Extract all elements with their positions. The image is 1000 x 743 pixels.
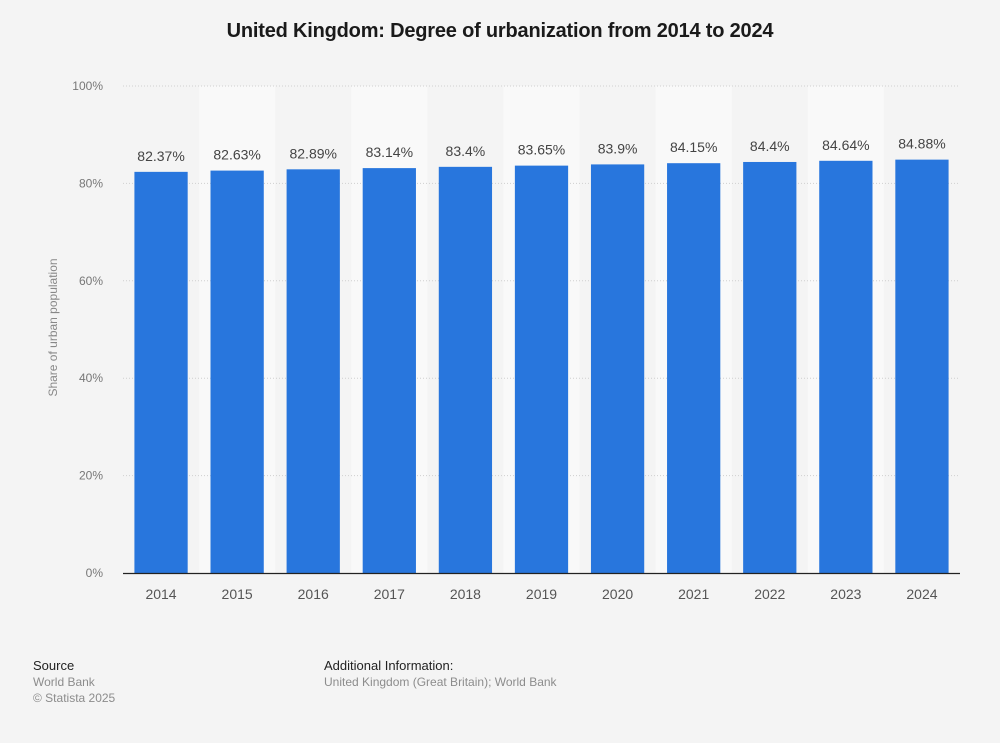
x-tick-label: 2023 xyxy=(830,586,861,602)
x-tick-label: 2024 xyxy=(906,586,937,602)
y-tick-label: 40% xyxy=(79,371,103,385)
y-tick-label: 60% xyxy=(79,274,103,288)
x-tick-label: 2015 xyxy=(222,586,253,602)
data-label: 82.63% xyxy=(213,147,260,163)
x-tick-label: 2019 xyxy=(526,586,557,602)
x-tick-label: 2020 xyxy=(602,586,633,602)
data-label: 82.89% xyxy=(289,145,336,161)
additional-info-heading: Additional Information: xyxy=(324,658,454,673)
x-tick-label: 2018 xyxy=(450,586,481,602)
bar xyxy=(210,170,264,573)
bars xyxy=(134,159,949,574)
bar xyxy=(134,171,188,573)
source-heading: Source xyxy=(33,658,75,673)
data-label: 84.15% xyxy=(670,139,717,155)
data-label: 83.4% xyxy=(446,143,486,159)
data-label: 84.88% xyxy=(898,136,945,152)
bar xyxy=(895,159,949,573)
bar xyxy=(667,163,721,573)
additional-info-text: United Kingdom (Great Britain); World Ba… xyxy=(324,675,557,689)
bar xyxy=(819,160,873,573)
x-tick-label: 2014 xyxy=(145,586,176,602)
x-tick-label: 2017 xyxy=(374,586,405,602)
chart-title: United Kingdom: Degree of urbanization f… xyxy=(226,20,774,42)
bar xyxy=(286,169,340,574)
x-tick-label: 2016 xyxy=(298,586,329,602)
bar xyxy=(362,168,416,573)
x-axis-ticks: 2014 2015 2016 2017 2018 2019 2020 2021 2022 2023… xyxy=(145,586,937,602)
y-tick-label: 0% xyxy=(86,566,104,580)
data-label: 83.9% xyxy=(598,140,638,156)
bar xyxy=(438,166,493,574)
data-label: 83.14% xyxy=(366,144,413,160)
x-tick-label: 2021 xyxy=(678,586,709,602)
copyright: © Statista 2025 xyxy=(33,691,116,705)
bar xyxy=(590,164,645,574)
data-label: 82.37% xyxy=(137,148,184,164)
bar-chart: 82.37% 82.63% 82.89% 83.14% 83.4% 83.65% 83.9%… xyxy=(46,79,960,602)
y-tick-label: 100% xyxy=(72,79,103,93)
data-label: 83.65% xyxy=(518,142,565,158)
x-tick-label: 2022 xyxy=(754,586,785,602)
data-labels: 82.37% 82.63% 82.89% 83.14% 83.4% 83.65% 83.9%… xyxy=(137,136,945,164)
bar xyxy=(743,161,797,574)
bar xyxy=(514,165,569,573)
y-tick-label: 20% xyxy=(79,469,103,483)
additional-info-block: Additional Information: United Kingdom (… xyxy=(324,658,557,690)
source-block: Source World Bank © Statista 2025 xyxy=(33,658,115,706)
y-tick-label: 80% xyxy=(79,176,103,190)
source-name[interactable]: World Bank xyxy=(33,675,95,689)
y-axis-label: Share of urban population xyxy=(46,258,60,396)
data-label: 84.4% xyxy=(750,138,790,154)
data-label: 84.64% xyxy=(822,137,869,153)
y-axis-ticks: 0% 20% 40% 60% 80% 100% xyxy=(72,79,103,580)
